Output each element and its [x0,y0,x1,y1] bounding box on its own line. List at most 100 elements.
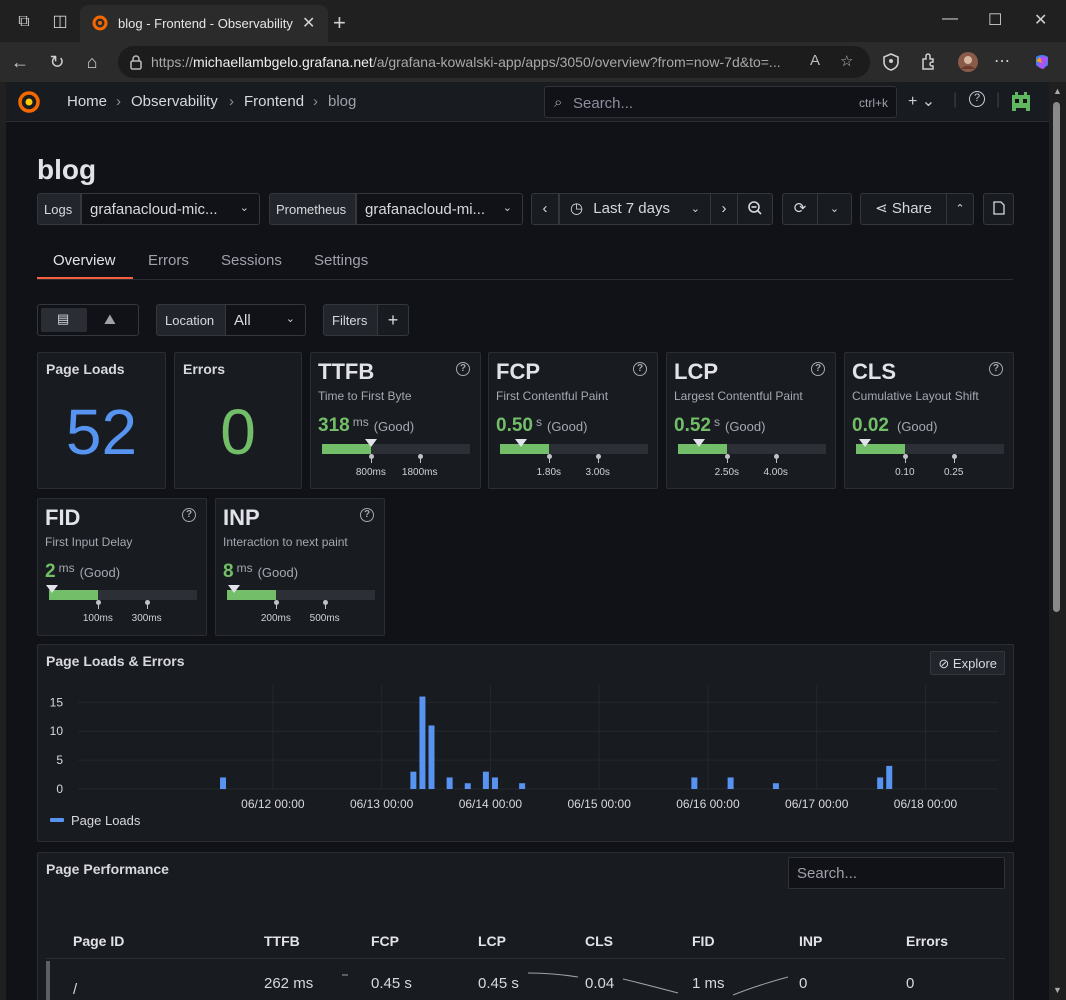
breadcrumb-frontend[interactable]: Frontend [244,93,305,110]
time-back-button[interactable]: ‹ [531,193,559,225]
scroll-down-icon[interactable]: ▼ [1053,985,1062,995]
column-header-cls[interactable]: CLS [585,933,613,949]
cell-page-id[interactable]: / [73,981,78,998]
time-forward-button[interactable]: › [710,193,738,225]
back-icon[interactable]: ← [11,52,29,72]
help-icon[interactable]: ? [811,362,825,376]
vital-abbr: LCP [674,359,718,384]
tab-sessions[interactable]: Sessions [221,252,282,269]
cell-fcp: 0.45 s [371,975,412,992]
help-icon[interactable]: ? [989,362,1003,376]
performance-search-input[interactable]: Search... [788,857,1005,889]
view-mode-graph[interactable]: ⛰ [104,311,116,328]
browser-tab[interactable]: blog - Frontend - Observability - G ✕ [80,5,328,42]
scrollbar-thumb[interactable] [1053,102,1060,612]
prometheus-datasource-select[interactable]: grafanacloud-mi... ⌄ [356,193,523,225]
new-tab-icon[interactable]: + [333,10,346,35]
reload-icon[interactable]: ↻ [49,52,65,72]
export-button[interactable] [983,193,1014,225]
gauge-threshold-tick [724,454,730,463]
help-icon[interactable]: ? [969,91,985,107]
vital-panel-lcp: LCP? Largest Contentful Paint 0.52 s (Good) 2… [666,352,836,489]
share-options-toggle[interactable]: ⌃ [946,193,974,225]
add-new-icon[interactable]: + ⌄ [908,93,936,110]
help-icon[interactable]: ? [360,508,374,522]
close-window-icon[interactable]: ✕ [1034,12,1048,29]
chart-bar [419,696,426,789]
vital-abbr: INP [223,505,260,530]
maximize-icon[interactable]: ☐ [988,12,1003,29]
password-manager-icon[interactable] [880,51,902,73]
x-tick-label: 06/17 00:00 [785,797,849,811]
global-search-input[interactable]: ⌕ Search... ctrl+k [544,86,897,118]
scroll-up-icon[interactable]: ▲ [1053,86,1062,96]
help-icon[interactable]: ? [456,362,470,376]
extensions-icon[interactable] [917,51,939,73]
tab-close-icon[interactable]: ✕ [302,15,316,32]
vital-name: Time to First Byte [318,389,412,403]
gauge-threshold-label: 1.80s [536,467,562,478]
address-bar[interactable]: https://michaellambgelo.grafana.net/a/gr… [118,46,870,78]
grafana-logo-icon[interactable] [16,89,42,115]
refresh-interval-dropdown[interactable]: ⌄ [817,193,852,225]
breadcrumb-home[interactable]: Home [67,93,108,110]
chart-bar [886,765,893,789]
tab-actions-icon[interactable]: ◫ [52,13,68,30]
column-header-fid[interactable]: FID [692,933,715,949]
more-menu-icon[interactable]: ⋯ [994,53,1010,70]
breadcrumb-current: blog [328,93,357,110]
logs-datasource-select[interactable]: grafanacloud-mic... ⌄ [81,193,260,225]
favorite-star-icon[interactable]: ☆ [840,53,854,70]
page-loads-chart[interactable]: 0 5 10 15 06/12 00:00 06/13 00:00 06/14 00:00 0… [38,681,1015,811]
search-placeholder: Search... [573,95,634,112]
errors-panel: Errors 0 [174,352,302,489]
gauge-threshold-label: 200ms [260,613,291,624]
column-header-ttfb[interactable]: TTFB [264,933,300,949]
workspaces-icon[interactable]: ⧉ [18,13,30,30]
tab-errors[interactable]: Errors [148,252,189,269]
help-icon[interactable]: ? [633,362,647,376]
graph-icon: ⛰ [104,311,116,327]
chart-bar [410,771,417,789]
gauge-threshold-label: 1800ms [401,467,438,478]
chevron-down-icon: ⌄ [502,202,512,214]
column-header-lcp[interactable]: LCP [478,933,506,949]
page-scrollbar[interactable]: ▲ ▼ [1049,82,1066,1000]
chart-legend[interactable]: Page Loads [50,813,140,828]
vital-value-row: 2 ms (Good) [45,561,120,583]
tab-settings[interactable]: Settings [314,252,369,269]
column-header-page-id[interactable]: Page ID [73,933,125,949]
view-mode-stats[interactable]: ▤ [41,308,87,332]
explore-button[interactable]: ⊘ Explore [930,651,1005,675]
column-header-inp[interactable]: INP [799,933,823,949]
refresh-button[interactable]: ⟳ [782,193,818,225]
column-header-errors[interactable]: Errors [906,933,949,949]
gauge-good-range [227,590,276,600]
home-icon[interactable]: ⌂ [86,52,98,72]
breadcrumb-observability[interactable]: Observability [131,93,218,110]
legend-label: Page Loads [71,813,141,828]
grafana-app: Home › Observability › Frontend › blog ⌕… [6,82,1049,1000]
nav-divider: | [953,91,958,108]
tab-overview[interactable]: Overview [53,252,116,269]
read-aloud-icon[interactable]: A [810,52,821,69]
zoom-out-button[interactable] [737,193,773,225]
share-button[interactable]: ⋖ Share [860,193,947,225]
gauge-threshold-tick [368,454,374,463]
cell-ttfb: 262 ms [264,975,314,992]
copilot-icon[interactable] [1031,51,1053,73]
lock-icon[interactable] [128,54,144,70]
time-range-picker[interactable]: ◷ Last 7 days ⌄ [559,193,711,225]
vital-gauge: 800ms 1800ms [322,439,470,478]
profile-avatar[interactable] [957,51,979,73]
gauge-value-marker [858,439,871,447]
vital-rating: (Good) [896,419,938,434]
add-filter-button[interactable]: + [377,304,409,336]
vital-gauge: 2.50s 4.00s [678,439,826,478]
user-avatar[interactable] [1009,90,1033,114]
gauge-threshold-tick [951,454,957,463]
minimize-icon[interactable]: — [942,10,958,27]
help-icon[interactable]: ? [182,508,196,522]
column-header-fcp[interactable]: FCP [371,933,399,949]
location-filter-select[interactable]: All ⌄ [225,304,306,336]
